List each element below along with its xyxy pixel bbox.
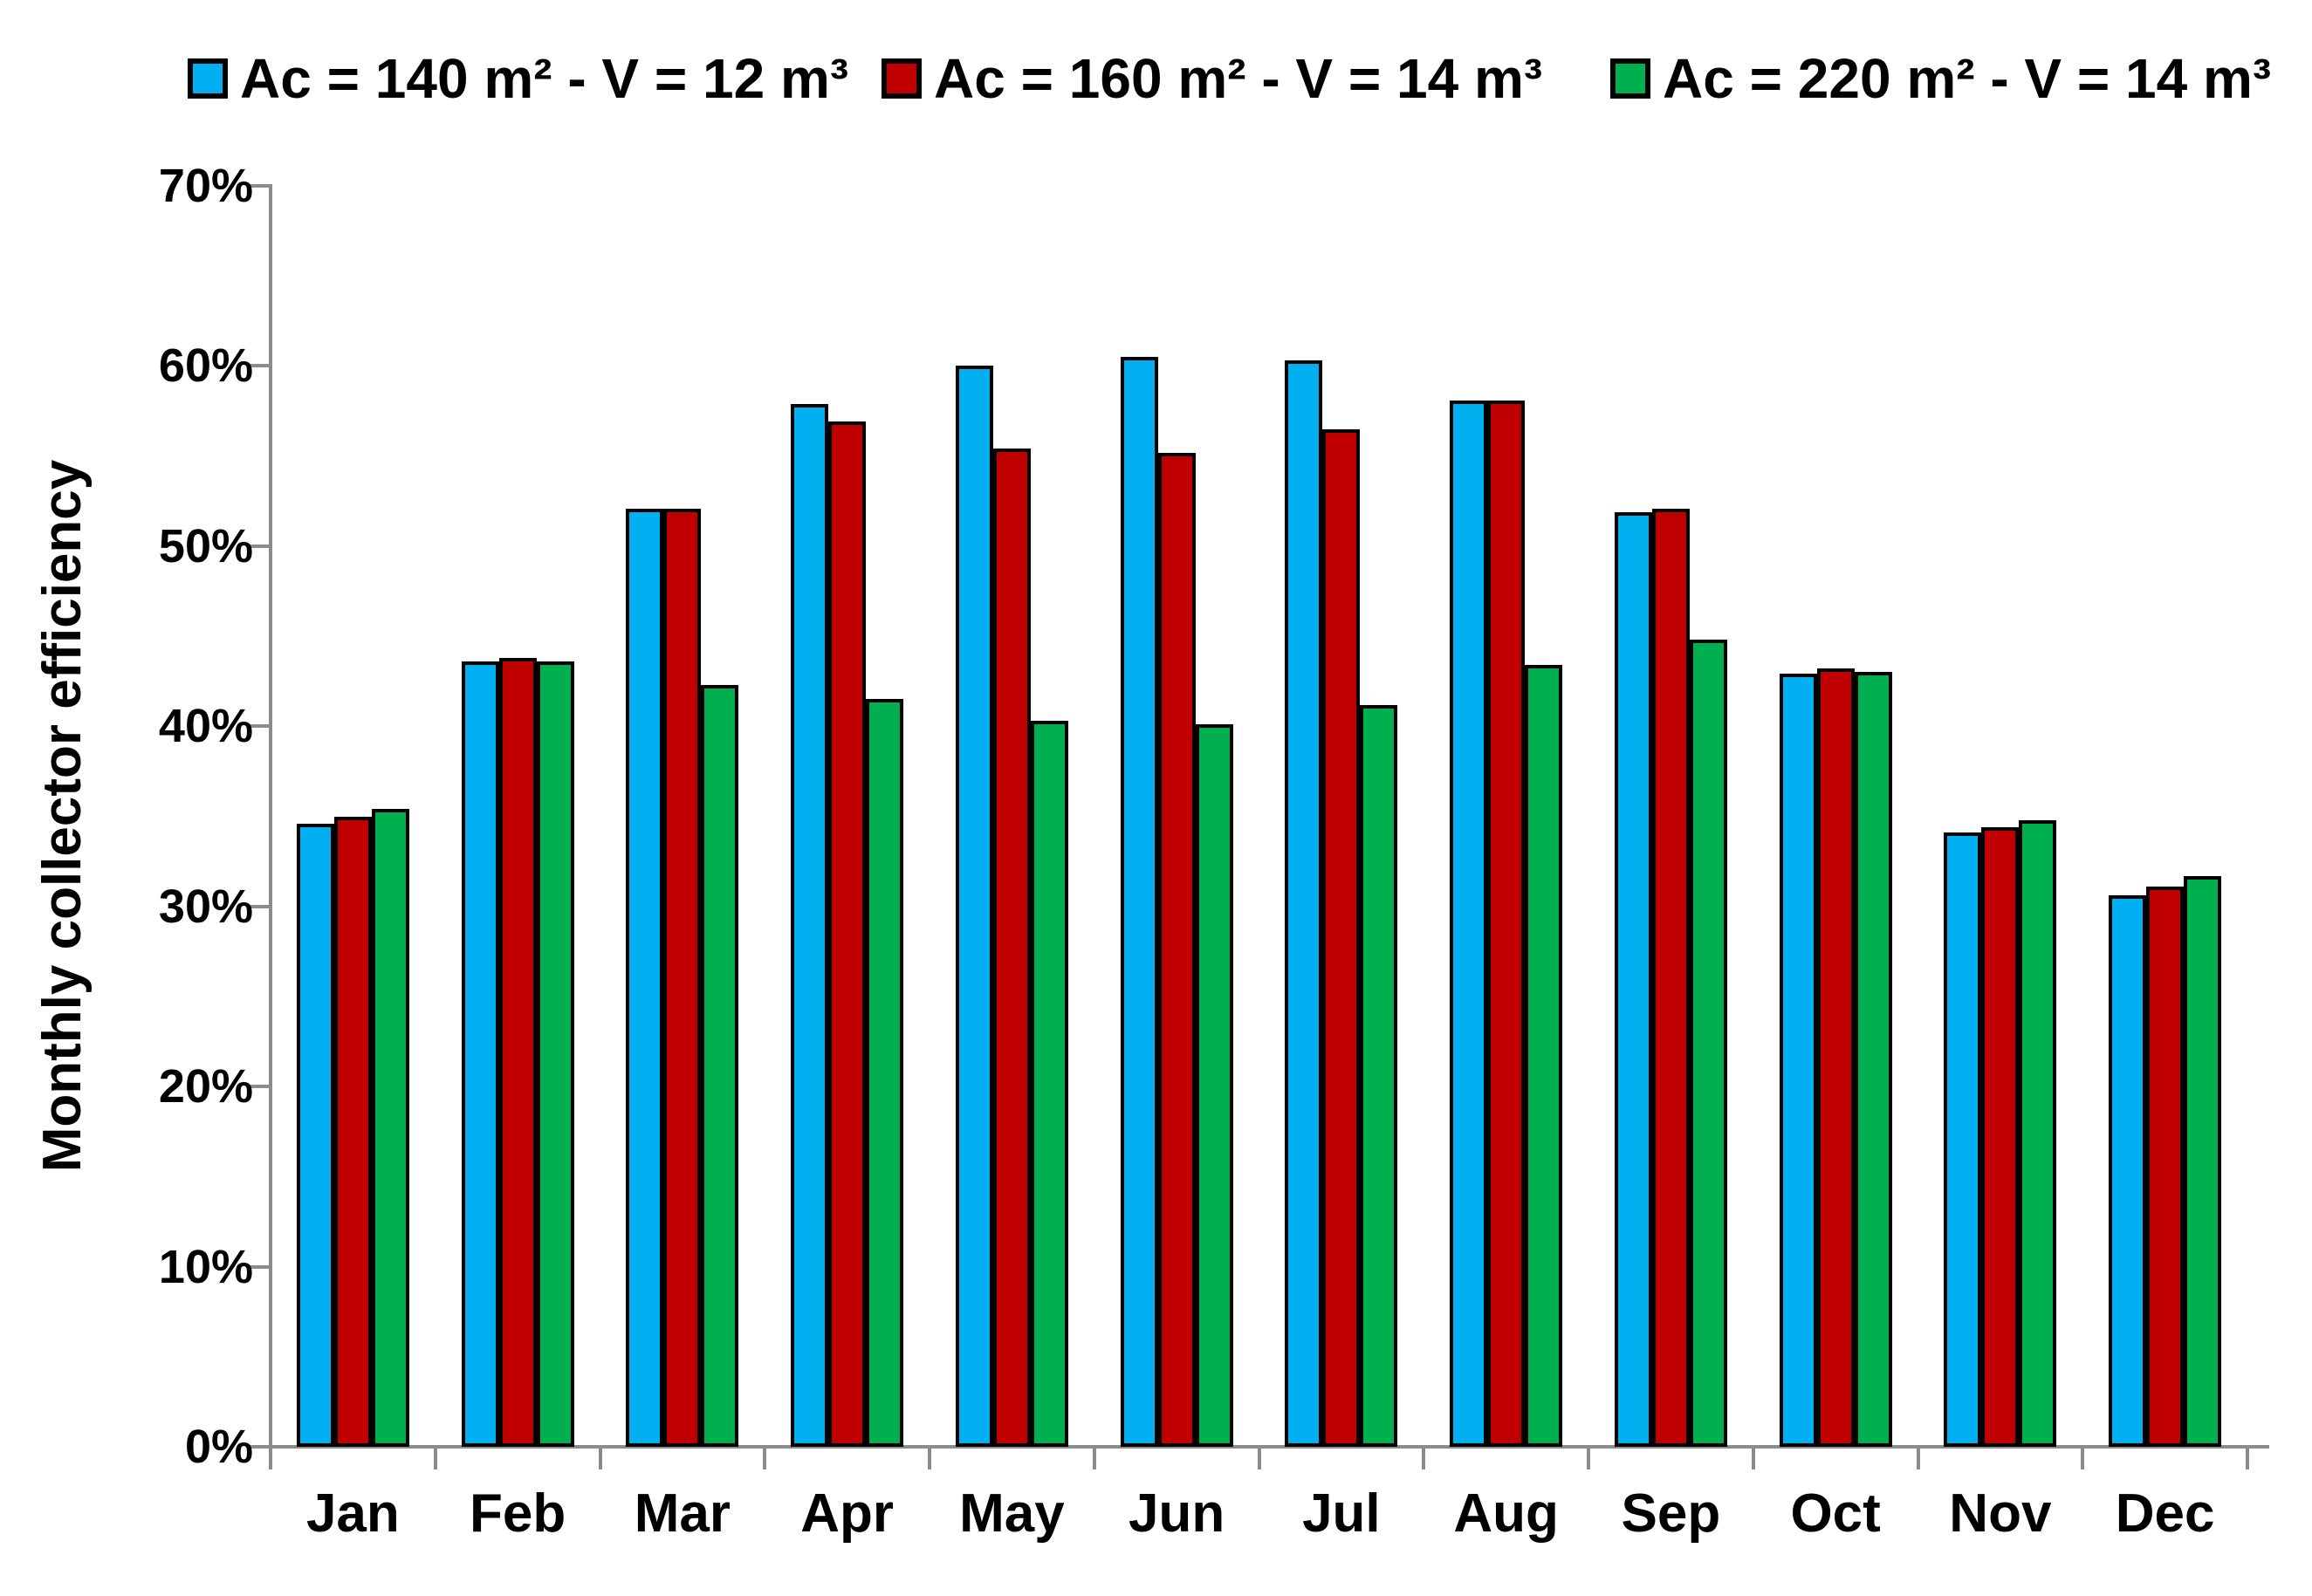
x-tick-label-dec: Dec xyxy=(2115,1483,2215,1544)
x-tick-6 xyxy=(1257,1449,1261,1469)
bar-jan-series2 xyxy=(333,816,372,1447)
bar-nov-series1 xyxy=(1944,832,1982,1447)
bar-nov-series2 xyxy=(1981,826,2020,1447)
bar-oct-series2 xyxy=(1816,668,1855,1447)
bar-oct-series3 xyxy=(1854,672,1892,1447)
y-tick-label-50: 50% xyxy=(158,519,253,572)
bar-sep-series2 xyxy=(1651,508,1690,1447)
x-tick-7 xyxy=(1422,1449,1426,1469)
bar-jun-series3 xyxy=(1195,724,1233,1447)
bar-nov-series3 xyxy=(2019,819,2057,1447)
legend-swatch-cyan xyxy=(188,58,228,99)
bar-sep-series1 xyxy=(1614,511,1652,1447)
x-tick-5 xyxy=(1092,1449,1096,1469)
bar-jun-series1 xyxy=(1120,357,1158,1447)
y-tick-0 xyxy=(249,1445,270,1449)
bar-aug-series2 xyxy=(1487,400,1526,1447)
bar-dec-series1 xyxy=(2109,895,2147,1447)
x-tick-12 xyxy=(2246,1449,2249,1469)
bar-mar-series1 xyxy=(626,508,664,1447)
y-tick-20 xyxy=(249,1085,270,1089)
x-tick-label-nov: Nov xyxy=(1949,1483,2052,1544)
bar-feb-series3 xyxy=(536,661,574,1447)
y-tick-label-20: 20% xyxy=(158,1060,253,1113)
bar-jan-series3 xyxy=(371,809,409,1447)
y-tick-label-60: 60% xyxy=(158,339,253,393)
bar-feb-series1 xyxy=(461,661,499,1447)
y-tick-60 xyxy=(249,364,270,368)
bar-oct-series1 xyxy=(1779,674,1817,1447)
legend-label-2: Ac = 160 m² - V = 14 m³ xyxy=(934,47,1543,110)
x-tick-8 xyxy=(1587,1449,1590,1469)
legend-item-2: Ac = 160 m² - V = 14 m³ xyxy=(882,51,1542,106)
y-tick-10 xyxy=(249,1264,270,1269)
bar-may-series3 xyxy=(1030,721,1068,1447)
bar-apr-series3 xyxy=(866,699,904,1447)
x-tick-label-mar: Mar xyxy=(634,1483,731,1544)
x-tick-label-apr: Apr xyxy=(800,1483,895,1544)
legend-label-1: Ac = 140 m² - V = 12 m³ xyxy=(240,47,849,110)
bar-dec-series2 xyxy=(2146,887,2185,1447)
bar-may-series1 xyxy=(955,366,993,1447)
legend-label-3: Ac = 220 m² - V = 14 m³ xyxy=(1663,47,2272,110)
x-axis-line xyxy=(251,1445,2269,1449)
bar-dec-series3 xyxy=(2184,875,2222,1447)
bar-apr-series1 xyxy=(791,403,829,1447)
y-tick-30 xyxy=(249,904,270,908)
y-tick-label-30: 30% xyxy=(158,880,253,933)
legend-swatch-green xyxy=(1610,58,1650,99)
x-tick-0 xyxy=(269,1449,272,1469)
bar-aug-series1 xyxy=(1450,400,1488,1447)
bar-jan-series1 xyxy=(296,823,334,1447)
x-tick-label-aug: Aug xyxy=(1453,1483,1559,1544)
bar-may-series2 xyxy=(992,449,1031,1447)
x-tick-3 xyxy=(763,1449,767,1469)
y-tick-70 xyxy=(249,184,270,188)
x-tick-1 xyxy=(433,1449,437,1469)
bar-mar-series2 xyxy=(663,508,702,1447)
x-tick-4 xyxy=(928,1449,931,1469)
bar-sep-series3 xyxy=(1689,640,1727,1447)
y-tick-label-70: 70% xyxy=(158,160,253,212)
x-tick-label-jun: Jun xyxy=(1129,1483,1225,1544)
bar-jul-series1 xyxy=(1285,360,1323,1447)
x-tick-label-jul: Jul xyxy=(1302,1483,1381,1544)
legend-item-1: Ac = 140 m² - V = 12 m³ xyxy=(188,51,848,106)
x-tick-9 xyxy=(1751,1449,1755,1469)
x-tick-10 xyxy=(1916,1449,1920,1469)
bar-apr-series2 xyxy=(828,421,867,1447)
x-tick-label-feb: Feb xyxy=(470,1483,566,1544)
x-tick-2 xyxy=(598,1449,602,1469)
bar-feb-series2 xyxy=(498,657,537,1447)
y-tick-40 xyxy=(249,724,270,729)
bar-jul-series3 xyxy=(1360,704,1398,1447)
bar-jul-series2 xyxy=(1322,428,1361,1447)
legend-item-3: Ac = 220 m² - V = 14 m³ xyxy=(1610,51,2271,106)
x-tick-11 xyxy=(2081,1449,2085,1469)
x-tick-label-sep: Sep xyxy=(1621,1483,1721,1544)
x-tick-label-oct: Oct xyxy=(1790,1483,1881,1544)
y-axis-line xyxy=(269,184,272,1450)
y-tick-label-40: 40% xyxy=(158,700,253,753)
bar-jun-series2 xyxy=(1157,452,1196,1447)
bar-mar-series3 xyxy=(701,684,739,1447)
y-tick-label-0: 0% xyxy=(184,1421,253,1473)
legend-swatch-red xyxy=(882,58,922,99)
x-tick-label-may: May xyxy=(959,1483,1065,1544)
bar-aug-series3 xyxy=(1525,665,1563,1447)
plot-area xyxy=(271,186,2247,1447)
y-tick-label-10: 10% xyxy=(158,1240,253,1293)
x-tick-label-jan: Jan xyxy=(305,1483,400,1544)
y-tick-50 xyxy=(249,544,270,548)
